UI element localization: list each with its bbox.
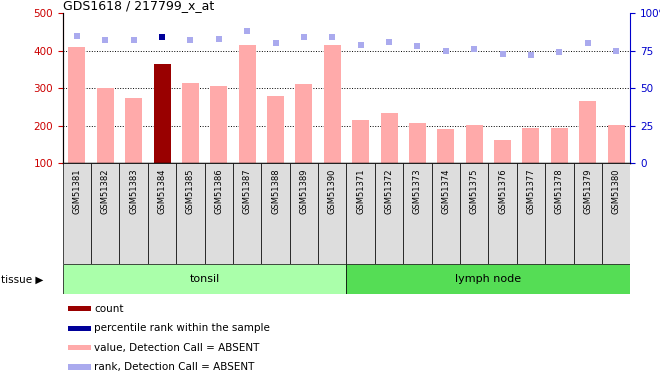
Bar bbox=[267, 96, 284, 163]
Text: GSM51383: GSM51383 bbox=[129, 168, 138, 214]
Bar bbox=[352, 120, 369, 163]
Text: GSM51371: GSM51371 bbox=[356, 168, 365, 214]
Text: GSM51376: GSM51376 bbox=[498, 168, 507, 214]
Text: GSM51390: GSM51390 bbox=[328, 168, 337, 214]
Bar bbox=[69, 364, 91, 369]
Text: GSM51388: GSM51388 bbox=[271, 168, 280, 214]
Text: tissue ▶: tissue ▶ bbox=[1, 274, 44, 284]
Bar bbox=[233, 163, 261, 264]
Bar bbox=[488, 163, 517, 264]
Text: value, Detection Call = ABSENT: value, Detection Call = ABSENT bbox=[94, 343, 259, 352]
Text: GSM51372: GSM51372 bbox=[385, 168, 393, 214]
Text: GSM51386: GSM51386 bbox=[214, 168, 223, 214]
Text: GSM51382: GSM51382 bbox=[101, 168, 110, 214]
Text: GSM51384: GSM51384 bbox=[158, 168, 166, 214]
Text: percentile rank within the sample: percentile rank within the sample bbox=[94, 323, 270, 333]
Text: GSM51377: GSM51377 bbox=[527, 168, 535, 214]
Bar bbox=[69, 47, 85, 163]
Bar bbox=[154, 64, 170, 163]
Bar bbox=[63, 163, 91, 264]
Bar bbox=[409, 123, 426, 163]
Bar bbox=[375, 163, 403, 264]
Text: count: count bbox=[94, 304, 123, 314]
Bar bbox=[602, 163, 630, 264]
Bar bbox=[239, 45, 255, 163]
Bar bbox=[69, 306, 91, 312]
Bar bbox=[97, 88, 114, 163]
Bar bbox=[69, 326, 91, 331]
Bar bbox=[574, 163, 602, 264]
Bar bbox=[318, 163, 346, 264]
Bar bbox=[176, 163, 205, 264]
Text: GSM51378: GSM51378 bbox=[555, 168, 564, 214]
Bar bbox=[608, 124, 624, 163]
Text: GSM51381: GSM51381 bbox=[73, 168, 81, 214]
Text: GSM51387: GSM51387 bbox=[243, 168, 251, 214]
Bar bbox=[494, 140, 511, 163]
Bar bbox=[523, 128, 539, 163]
Bar bbox=[517, 163, 545, 264]
Text: rank, Detection Call = ABSENT: rank, Detection Call = ABSENT bbox=[94, 362, 254, 372]
Bar bbox=[69, 345, 91, 350]
Bar bbox=[438, 129, 454, 163]
Bar bbox=[290, 163, 318, 264]
Text: GSM51380: GSM51380 bbox=[612, 168, 620, 214]
Bar bbox=[403, 163, 432, 264]
Text: GSM51373: GSM51373 bbox=[413, 168, 422, 214]
Bar bbox=[63, 264, 346, 294]
Text: lymph node: lymph node bbox=[455, 274, 521, 284]
Text: GSM51385: GSM51385 bbox=[186, 168, 195, 214]
Text: tonsil: tonsil bbox=[189, 274, 220, 284]
Bar bbox=[551, 128, 568, 163]
Bar bbox=[324, 45, 341, 163]
Text: GDS1618 / 217799_x_at: GDS1618 / 217799_x_at bbox=[63, 0, 214, 12]
Bar bbox=[346, 163, 375, 264]
Bar bbox=[296, 84, 312, 163]
Bar bbox=[346, 264, 630, 294]
Bar bbox=[545, 163, 574, 264]
Text: GSM51374: GSM51374 bbox=[442, 168, 450, 214]
Bar bbox=[466, 125, 482, 163]
Bar bbox=[91, 163, 119, 264]
Text: GSM51375: GSM51375 bbox=[470, 168, 478, 214]
Bar bbox=[460, 163, 488, 264]
Bar bbox=[125, 98, 142, 163]
Text: GSM51389: GSM51389 bbox=[300, 168, 308, 214]
Bar bbox=[432, 163, 460, 264]
Bar bbox=[211, 86, 227, 163]
Bar bbox=[381, 112, 397, 163]
Text: GSM51379: GSM51379 bbox=[583, 168, 592, 214]
Bar bbox=[261, 163, 290, 264]
Bar bbox=[119, 163, 148, 264]
Bar bbox=[182, 82, 199, 163]
Bar bbox=[205, 163, 233, 264]
Bar bbox=[579, 101, 596, 163]
Bar bbox=[148, 163, 176, 264]
